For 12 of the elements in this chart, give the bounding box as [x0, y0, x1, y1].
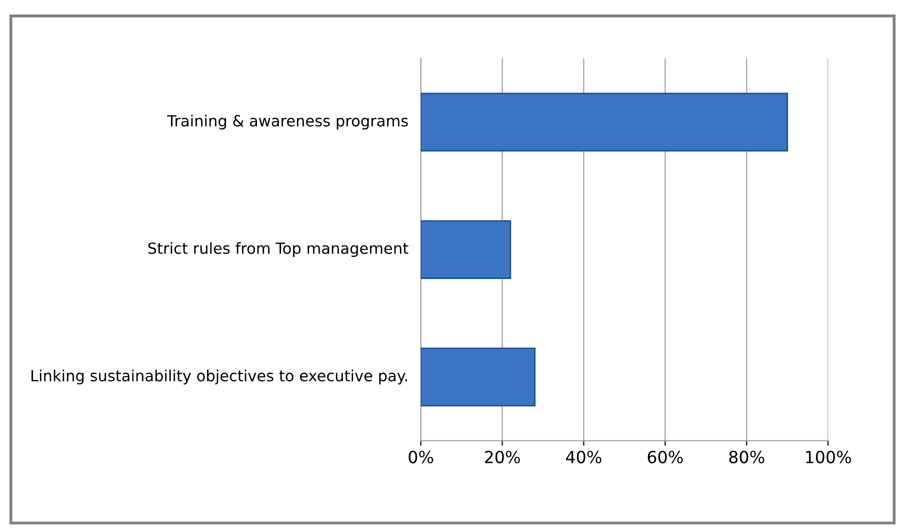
y-tick-label: Linking sustainability objectives to executive pay.	[32, 370, 407, 384]
x-tick-label: 40%	[566, 450, 602, 464]
x-tick-label: 100%	[806, 450, 851, 464]
x-tick-label: 80%	[729, 450, 764, 464]
x-tick-label: 0%	[408, 450, 434, 464]
y-tick-label: Training & awareness programs	[167, 114, 408, 130]
bar	[420, 220, 512, 279]
y-tick-label: Strict rules from Top management	[148, 242, 408, 257]
x-tick-label: 60%	[648, 450, 683, 464]
bar	[420, 348, 536, 406]
bar	[420, 92, 788, 152]
x-tick-label: 20%	[484, 450, 520, 464]
